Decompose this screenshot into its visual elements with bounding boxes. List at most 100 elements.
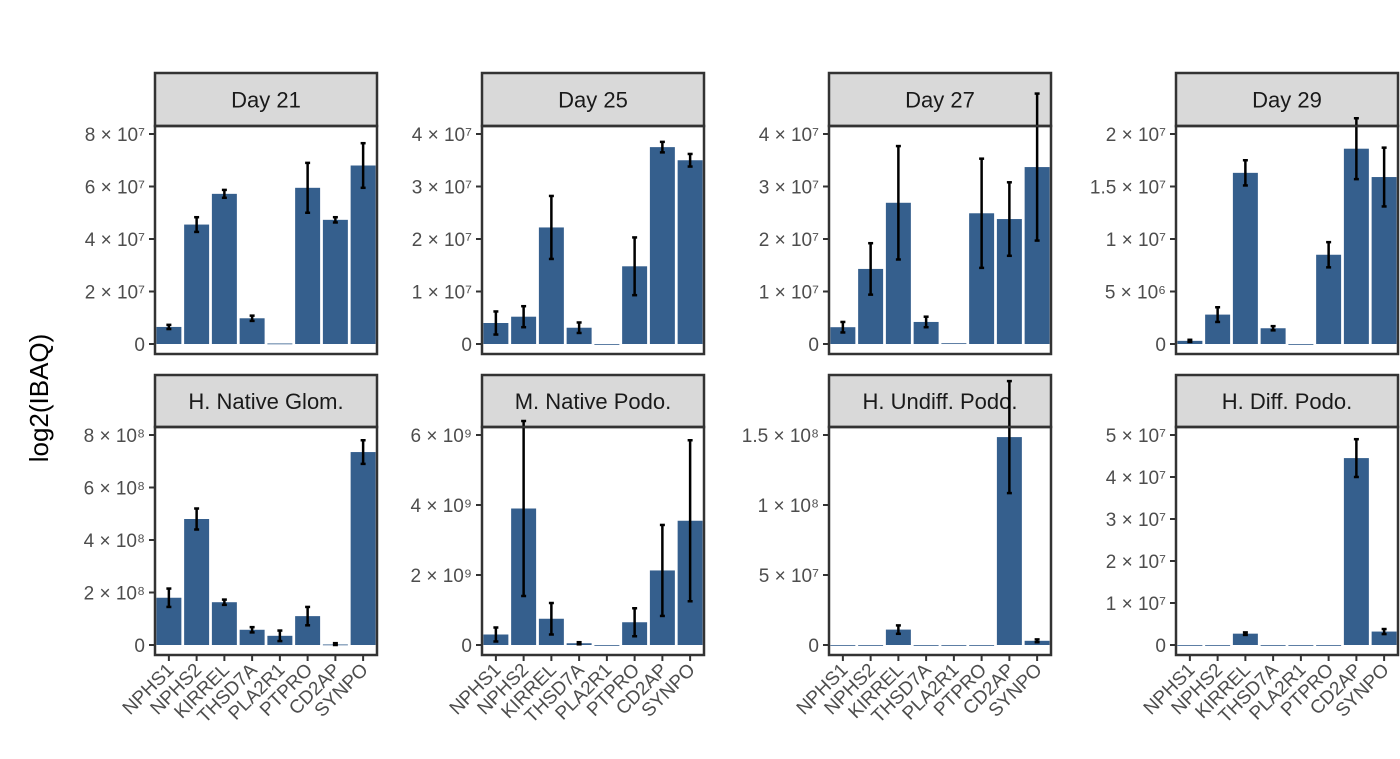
- errorbar-nphs1: [493, 626, 499, 643]
- bar-synpo: [350, 165, 376, 344]
- errorbar-kirrel: [548, 194, 554, 261]
- errorbar-kirrel: [221, 188, 227, 200]
- y-tick-label: 0: [808, 636, 819, 657]
- errorbar-thsd7a: [1270, 324, 1276, 332]
- errorbar-cd2ap: [659, 140, 665, 154]
- y-tick-label: 5 × 10⁷: [759, 566, 819, 587]
- errorbar-nphs1: [493, 310, 499, 336]
- errorbar-ptpro: [979, 157, 985, 270]
- y-tick-label: 2 × 10⁷: [85, 283, 145, 304]
- panel-title: H. Diff. Podo.: [1222, 389, 1352, 414]
- bar-thsd7a: [1260, 645, 1286, 646]
- y-tick-label: 1 × 10⁷: [759, 283, 819, 304]
- panel-4: Day 29 0 5 × 10⁶ 1 × 10⁷ 1.5 × 10⁷ 2 × 10⁷: [1090, 71, 1400, 356]
- y-tick-label: 6 × 10⁸: [84, 479, 145, 500]
- bar-pla2r1: [1288, 645, 1314, 646]
- bar-kirrel: [1232, 172, 1258, 344]
- errorbar-cd2ap: [1006, 181, 1012, 258]
- bar-thsd7a: [913, 645, 939, 646]
- y-tick-label: 0: [808, 335, 819, 356]
- y-tick-label: 0: [1155, 335, 1166, 356]
- errorbar-kirrel: [548, 601, 554, 636]
- panel-border: [480, 124, 706, 356]
- errorbar-cd2ap: [332, 215, 338, 224]
- y-tick-label: 8 × 10⁷: [85, 125, 145, 146]
- bar-kirrel: [885, 629, 911, 645]
- bar-thsd7a: [239, 318, 265, 344]
- errorbar-nphs1: [166, 323, 172, 331]
- bar-kirrel: [1232, 633, 1258, 645]
- errorbar-nphs2: [1215, 306, 1221, 324]
- y-tick-label: 4 × 10⁷: [1106, 468, 1166, 489]
- panel-7: H. Undiff. Podo. 0 5 × 10⁷ 1 × 10⁸ 1.5 × 10⁸…: [742, 373, 1053, 728]
- y-tick-label: 3 × 10⁷: [759, 178, 819, 199]
- errorbar-thsd7a: [576, 640, 582, 646]
- y-tick-label: 4 × 10⁷: [85, 230, 145, 251]
- bar-pla2r1: [941, 343, 967, 345]
- errorbar-thsd7a: [923, 315, 929, 329]
- panel-strip: [480, 71, 706, 128]
- errorbar-kirrel: [895, 624, 901, 636]
- y-tick-label: 2 × 10⁷: [1106, 552, 1166, 573]
- errorbar-kirrel: [1242, 159, 1248, 187]
- bar-nphs1: [1177, 645, 1203, 646]
- panel-border: [1174, 425, 1400, 657]
- errorbar-nphs1: [166, 587, 172, 609]
- panel-title: H. Undiff. Podo.: [863, 389, 1018, 414]
- errorbar-nphs2: [868, 241, 874, 296]
- y-tick-label: 6 × 10⁹: [411, 426, 473, 447]
- errorbar-thsd7a: [249, 625, 255, 634]
- panel-title: Day 29: [1252, 88, 1322, 113]
- panel-title: Day 21: [231, 88, 301, 113]
- errorbar-synpo: [687, 152, 693, 168]
- bar-nphs1: [830, 645, 856, 646]
- y-tick-label: 0: [1155, 636, 1166, 657]
- panel-3: Day 27 0 1 × 10⁷ 2 × 10⁷ 3 × 10⁷ 4 × 10⁷: [759, 71, 1053, 356]
- errorbar-kirrel: [1242, 631, 1248, 637]
- errorbar-ptpro: [632, 236, 638, 297]
- bar-nphs2: [858, 645, 884, 646]
- panel-5: H. Native Glom. 0 2 × 10⁸ 4 × 10⁸ 6 × 10⁸ 8 ×…: [84, 373, 379, 728]
- errorbar-cd2ap: [1353, 117, 1359, 181]
- errorbar-nphs2: [194, 507, 200, 531]
- panel-strip: [153, 71, 379, 128]
- errorbar-nphs1: [1187, 338, 1193, 344]
- bar-cd2ap: [322, 219, 348, 344]
- errorbar-thsd7a: [576, 321, 582, 335]
- errorbar-cd2ap: [659, 523, 665, 618]
- y-tick-label: 2 × 10⁸: [84, 584, 145, 605]
- y-tick-label: 3 × 10⁷: [412, 178, 472, 199]
- errorbar-nphs2: [194, 215, 200, 234]
- y-tick-label: 0: [461, 636, 472, 657]
- bar-nphs2: [184, 519, 210, 645]
- bar-kirrel: [211, 602, 237, 645]
- y-tick-label: 2 × 10⁷: [1106, 125, 1166, 146]
- y-tick-label: 5 × 10⁶: [1105, 283, 1166, 304]
- bar-synpo: [1371, 631, 1397, 645]
- errorbar-synpo: [1381, 146, 1387, 208]
- y-tick-label: 2 × 10⁹: [411, 566, 473, 587]
- errorbar-ptpro: [305, 161, 311, 214]
- errorbar-ptpro: [305, 605, 311, 627]
- panel-border: [480, 425, 706, 657]
- panel-title: M. Native Podo.: [515, 389, 672, 414]
- bar-nphs1: [830, 327, 856, 344]
- errorbar-pla2r1: [277, 629, 283, 643]
- bar-thsd7a: [1260, 328, 1286, 344]
- bar-ptpro: [1316, 254, 1342, 344]
- panel-strip: [480, 373, 706, 429]
- bar-pla2r1: [267, 343, 293, 345]
- y-tick-label: 3 × 10⁷: [1106, 510, 1166, 531]
- errorbar-nphs1: [840, 320, 846, 334]
- errorbar-cd2ap: [332, 641, 338, 647]
- panel-title: Day 27: [905, 88, 975, 113]
- bar-nphs2: [1205, 645, 1231, 646]
- bar-thsd7a: [239, 629, 265, 645]
- panel-border: [827, 425, 1053, 657]
- panel-title: H. Native Glom.: [188, 389, 343, 414]
- errorbar-nphs2: [521, 304, 527, 329]
- y-tick-label: 0: [134, 636, 145, 657]
- panel-1: Day 21 0 2 × 10⁷ 4 × 10⁷ 6 × 10⁷ 8 × 10⁷: [85, 71, 379, 356]
- bar-pla2r1: [941, 645, 967, 646]
